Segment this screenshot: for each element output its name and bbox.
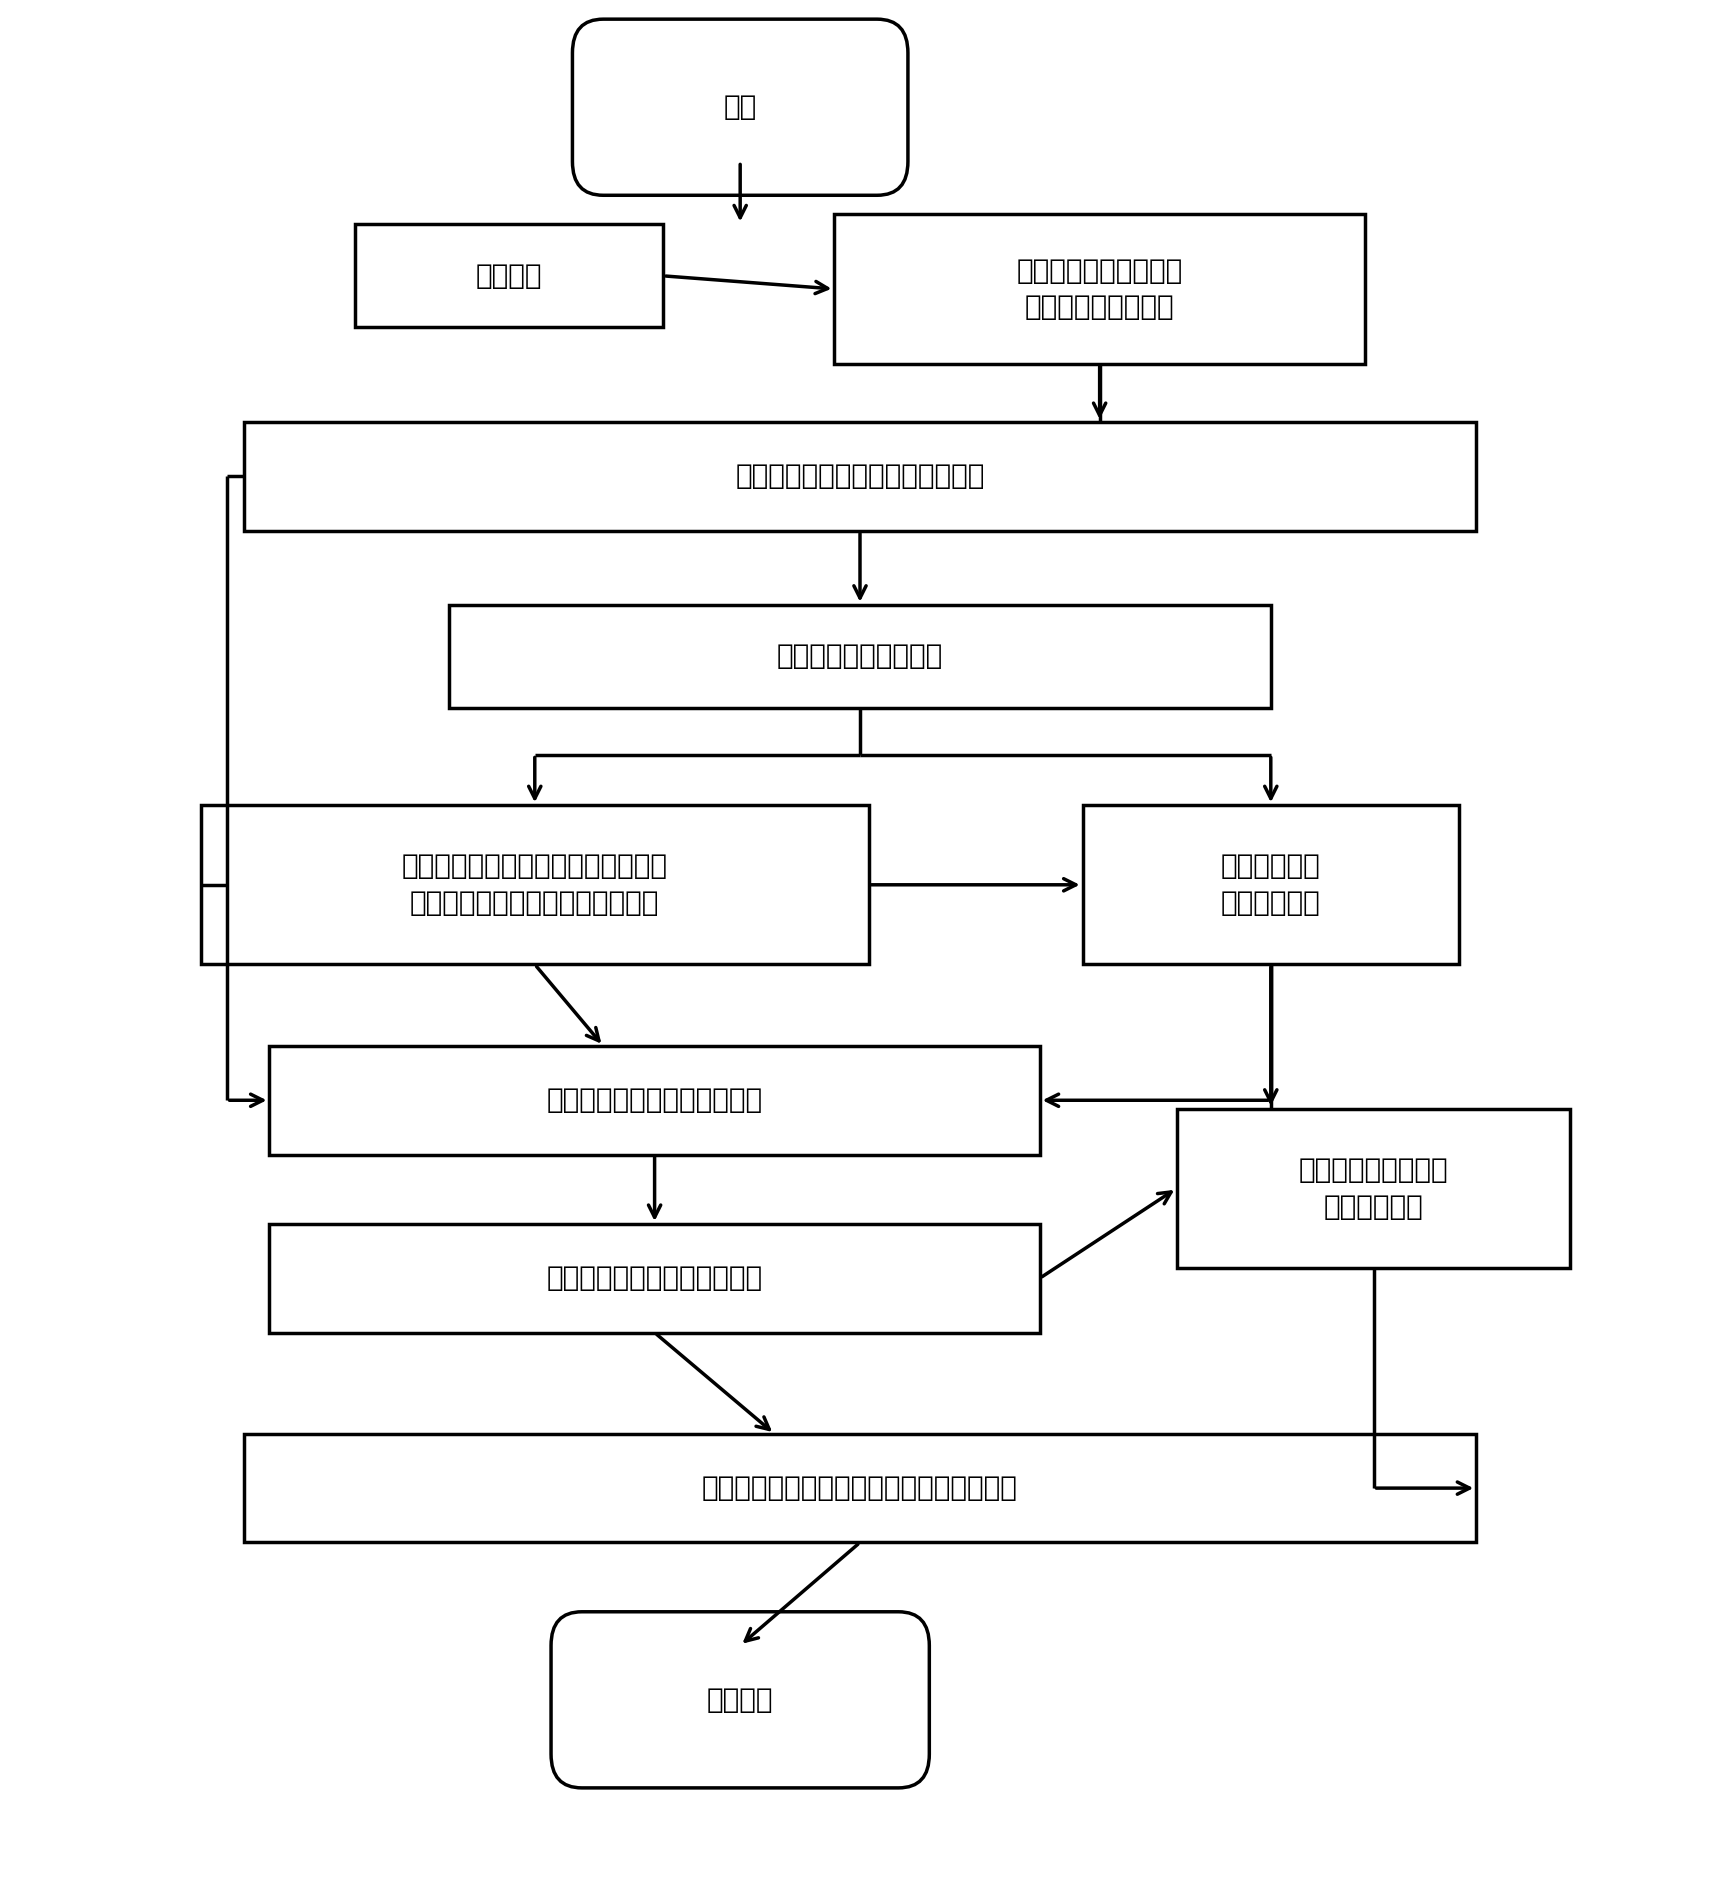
FancyBboxPatch shape	[270, 1046, 1039, 1154]
FancyBboxPatch shape	[244, 1434, 1476, 1543]
FancyBboxPatch shape	[354, 224, 664, 327]
Text: 输出结果: 输出结果	[707, 1686, 774, 1715]
FancyBboxPatch shape	[1176, 1108, 1570, 1268]
Text: 剩余样品直接进行核
磁孔隙度测量: 剩余样品直接进行核 磁孔隙度测量	[1299, 1156, 1448, 1221]
Text: 设置多组回波时间和等
待时间进行标样测量: 设置多组回波时间和等 待时间进行标样测量	[1017, 256, 1183, 322]
FancyBboxPatch shape	[270, 1223, 1039, 1332]
Text: 制备标样: 制备标样	[476, 262, 542, 290]
Text: 利用最佳条件下的标线方程计算核磁孔隙度: 利用最佳条件下的标线方程计算核磁孔隙度	[702, 1474, 1018, 1502]
FancyBboxPatch shape	[244, 422, 1476, 531]
FancyBboxPatch shape	[201, 805, 869, 964]
Text: 制备实验样品及饱和水: 制备实验样品及饱和水	[777, 642, 943, 670]
Text: 对样品进行氮
气孔隙度测量: 对样品进行氮 气孔隙度测量	[1221, 853, 1321, 917]
Text: 计算不同条件下的核磁孔隙度: 计算不同条件下的核磁孔隙度	[547, 1086, 762, 1114]
FancyBboxPatch shape	[834, 215, 1366, 363]
Text: 建立不同测量条件下的标线方程组: 建立不同测量条件下的标线方程组	[736, 463, 984, 491]
Text: 优选最佳回波时间与等待时间: 优选最佳回波时间与等待时间	[547, 1265, 762, 1293]
FancyBboxPatch shape	[550, 1611, 929, 1788]
FancyBboxPatch shape	[573, 19, 908, 196]
FancyBboxPatch shape	[1082, 805, 1459, 964]
Text: 设置与标样对应的多组回波时间和等
待时间进行部分样品的孔隙度测量: 设置与标样对应的多组回波时间和等 待时间进行部分样品的孔隙度测量	[402, 853, 667, 917]
Text: 开始: 开始	[724, 94, 757, 120]
FancyBboxPatch shape	[449, 604, 1271, 708]
